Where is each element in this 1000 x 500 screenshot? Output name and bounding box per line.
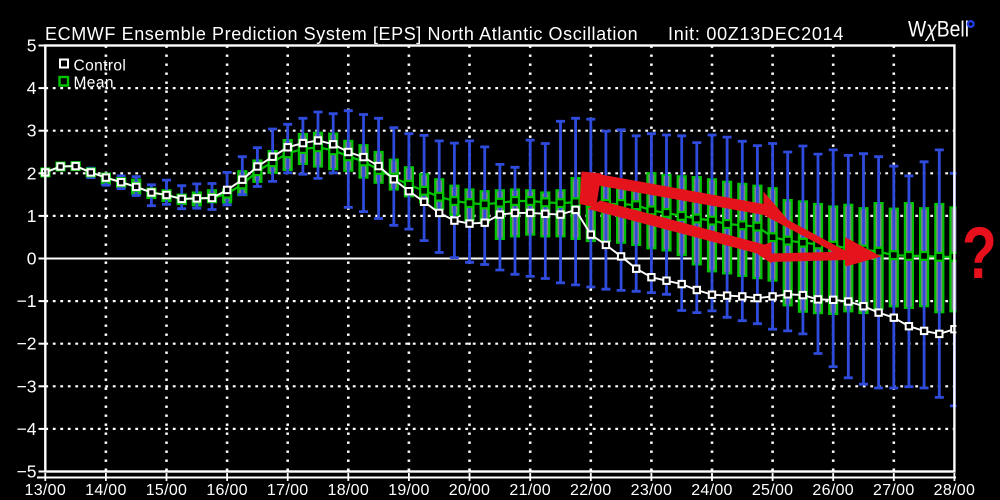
- svg-text:0: 0: [27, 249, 37, 269]
- svg-text:17/00: 17/00: [267, 482, 309, 499]
- svg-text:24/00: 24/00: [691, 482, 733, 499]
- svg-text:1: 1: [27, 206, 37, 226]
- svg-text:−2: −2: [17, 334, 37, 354]
- svg-text:20/00: 20/00: [449, 482, 491, 499]
- svg-text:27/00: 27/00: [873, 482, 915, 499]
- svg-text:15/00: 15/00: [146, 482, 188, 499]
- svg-text:16/00: 16/00: [206, 482, 248, 499]
- svg-text:18/00: 18/00: [328, 482, 370, 499]
- svg-text:22/00: 22/00: [570, 482, 612, 499]
- svg-text:?: ?: [962, 212, 997, 293]
- svg-text:21/00: 21/00: [509, 482, 551, 499]
- svg-text:ECMWF Ensemble Prediction Syst: ECMWF Ensemble Prediction System [EPS] N…: [45, 24, 638, 44]
- svg-text:14/00: 14/00: [85, 482, 127, 499]
- svg-text:5: 5: [27, 36, 37, 56]
- svg-text:25/00: 25/00: [752, 482, 794, 499]
- svg-text:2: 2: [27, 163, 37, 183]
- svg-text:Control: Control: [74, 58, 127, 75]
- svg-text:Mean: Mean: [74, 75, 114, 92]
- svg-text:−5: −5: [17, 462, 37, 482]
- svg-text:−4: −4: [17, 419, 37, 439]
- svg-text:23/00: 23/00: [631, 482, 673, 499]
- svg-text:WχBell: WχBell: [908, 17, 969, 42]
- svg-text:3: 3: [27, 121, 37, 141]
- svg-text:4: 4: [27, 78, 37, 98]
- svg-text:26/00: 26/00: [812, 482, 854, 499]
- svg-text:−3: −3: [17, 376, 37, 396]
- svg-text:28/00: 28/00: [934, 482, 976, 499]
- svg-text:−1: −1: [17, 291, 37, 311]
- svg-text:19/00: 19/00: [388, 482, 430, 499]
- svg-text:13/00: 13/00: [25, 482, 67, 499]
- svg-text:Init: 00Z13DEC2014: Init: 00Z13DEC2014: [668, 24, 844, 44]
